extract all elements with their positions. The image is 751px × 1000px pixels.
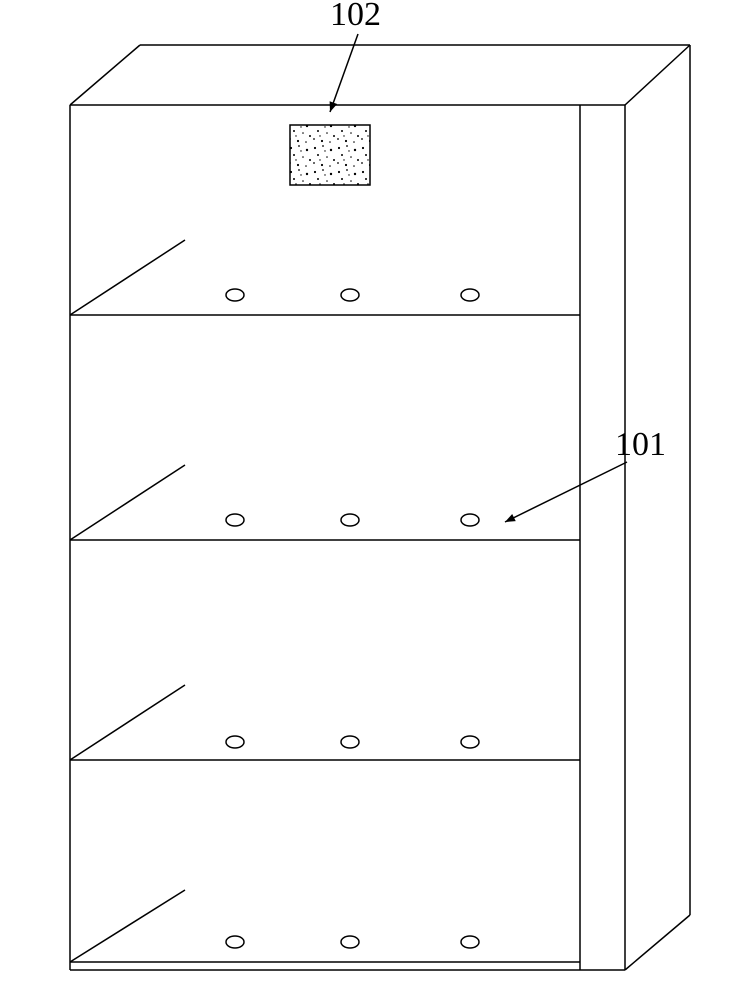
hole bbox=[226, 736, 244, 748]
cabinet-geometry bbox=[70, 45, 690, 970]
hole bbox=[226, 936, 244, 948]
hole bbox=[341, 736, 359, 748]
hole bbox=[341, 514, 359, 526]
hole bbox=[341, 289, 359, 301]
label-102-text: 102 bbox=[330, 0, 381, 33]
shelf-holes bbox=[226, 289, 479, 948]
diagram-canvas: 102 101 bbox=[0, 0, 751, 1000]
panel-102-rect bbox=[290, 125, 370, 185]
hole bbox=[461, 514, 479, 526]
hole bbox=[226, 514, 244, 526]
panel-102 bbox=[290, 125, 370, 185]
hole bbox=[226, 289, 244, 301]
label-101-leader bbox=[505, 462, 627, 522]
callout-labels: 102 101 bbox=[330, 0, 666, 522]
hole bbox=[461, 936, 479, 948]
label-101-text: 101 bbox=[615, 426, 666, 463]
hole bbox=[341, 936, 359, 948]
hole bbox=[461, 736, 479, 748]
hole bbox=[461, 289, 479, 301]
